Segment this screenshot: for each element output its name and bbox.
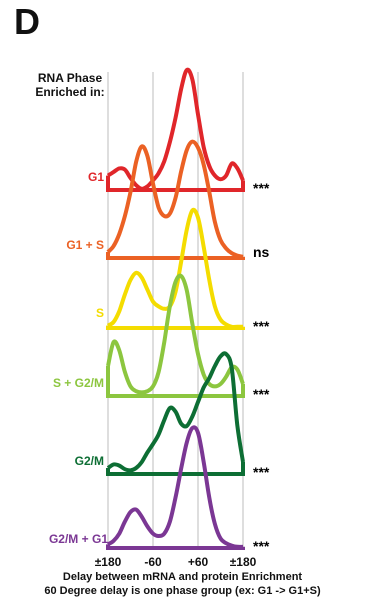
series-curve [106, 425, 244, 549]
significance-label: *** [253, 386, 270, 402]
series-2-group [106, 207, 245, 330]
series-label: G1 + S [66, 238, 104, 252]
series-baseline [106, 366, 245, 398]
series-baseline [106, 544, 245, 550]
significance-label: *** [253, 180, 270, 196]
series-curve [106, 273, 245, 395]
significance-label: *** [253, 318, 270, 334]
series-label: G2/M [74, 454, 104, 468]
series-curve [106, 67, 245, 191]
x-tick-label: ±180 [95, 555, 122, 569]
series-curve [106, 351, 245, 473]
series-baseline [106, 252, 245, 260]
x-axis: ±180 -60 +60 ±180 [95, 555, 257, 569]
series-label: G1 [87, 170, 104, 184]
series-layer [106, 67, 245, 550]
x-tick-label: ±180 [230, 555, 257, 569]
series-3-group [106, 273, 245, 398]
x-axis-caption: Delay between mRNA and protein Enrichmen… [0, 570, 365, 598]
series-label: S [95, 306, 104, 320]
x-axis-subtitle: 60 Degree delay is one phase group (ex: … [44, 585, 321, 597]
significance-label: *** [253, 464, 270, 480]
x-tick-label: -60 [144, 555, 162, 569]
series-curve [106, 207, 243, 329]
grid-layer [107, 72, 244, 548]
series-baseline [106, 462, 245, 476]
header-label: RNA Phase Enriched in: [35, 71, 105, 99]
series-0-group [106, 67, 245, 192]
series-curve [106, 139, 244, 259]
series-1-group [106, 139, 245, 260]
series-label: G2/M + G1 [48, 532, 108, 546]
panel-letter: D [14, 1, 40, 42]
series-4-group [106, 351, 245, 476]
x-axis-title: Delay between mRNA and protein Enrichmen… [62, 571, 303, 583]
series-label: S + G2/M [52, 376, 104, 390]
significance-label: ns [253, 244, 270, 260]
series-5-group [106, 425, 245, 550]
significance-label: *** [253, 538, 270, 554]
series-baseline [106, 325, 245, 330]
x-tick-label: +60 [188, 555, 209, 569]
